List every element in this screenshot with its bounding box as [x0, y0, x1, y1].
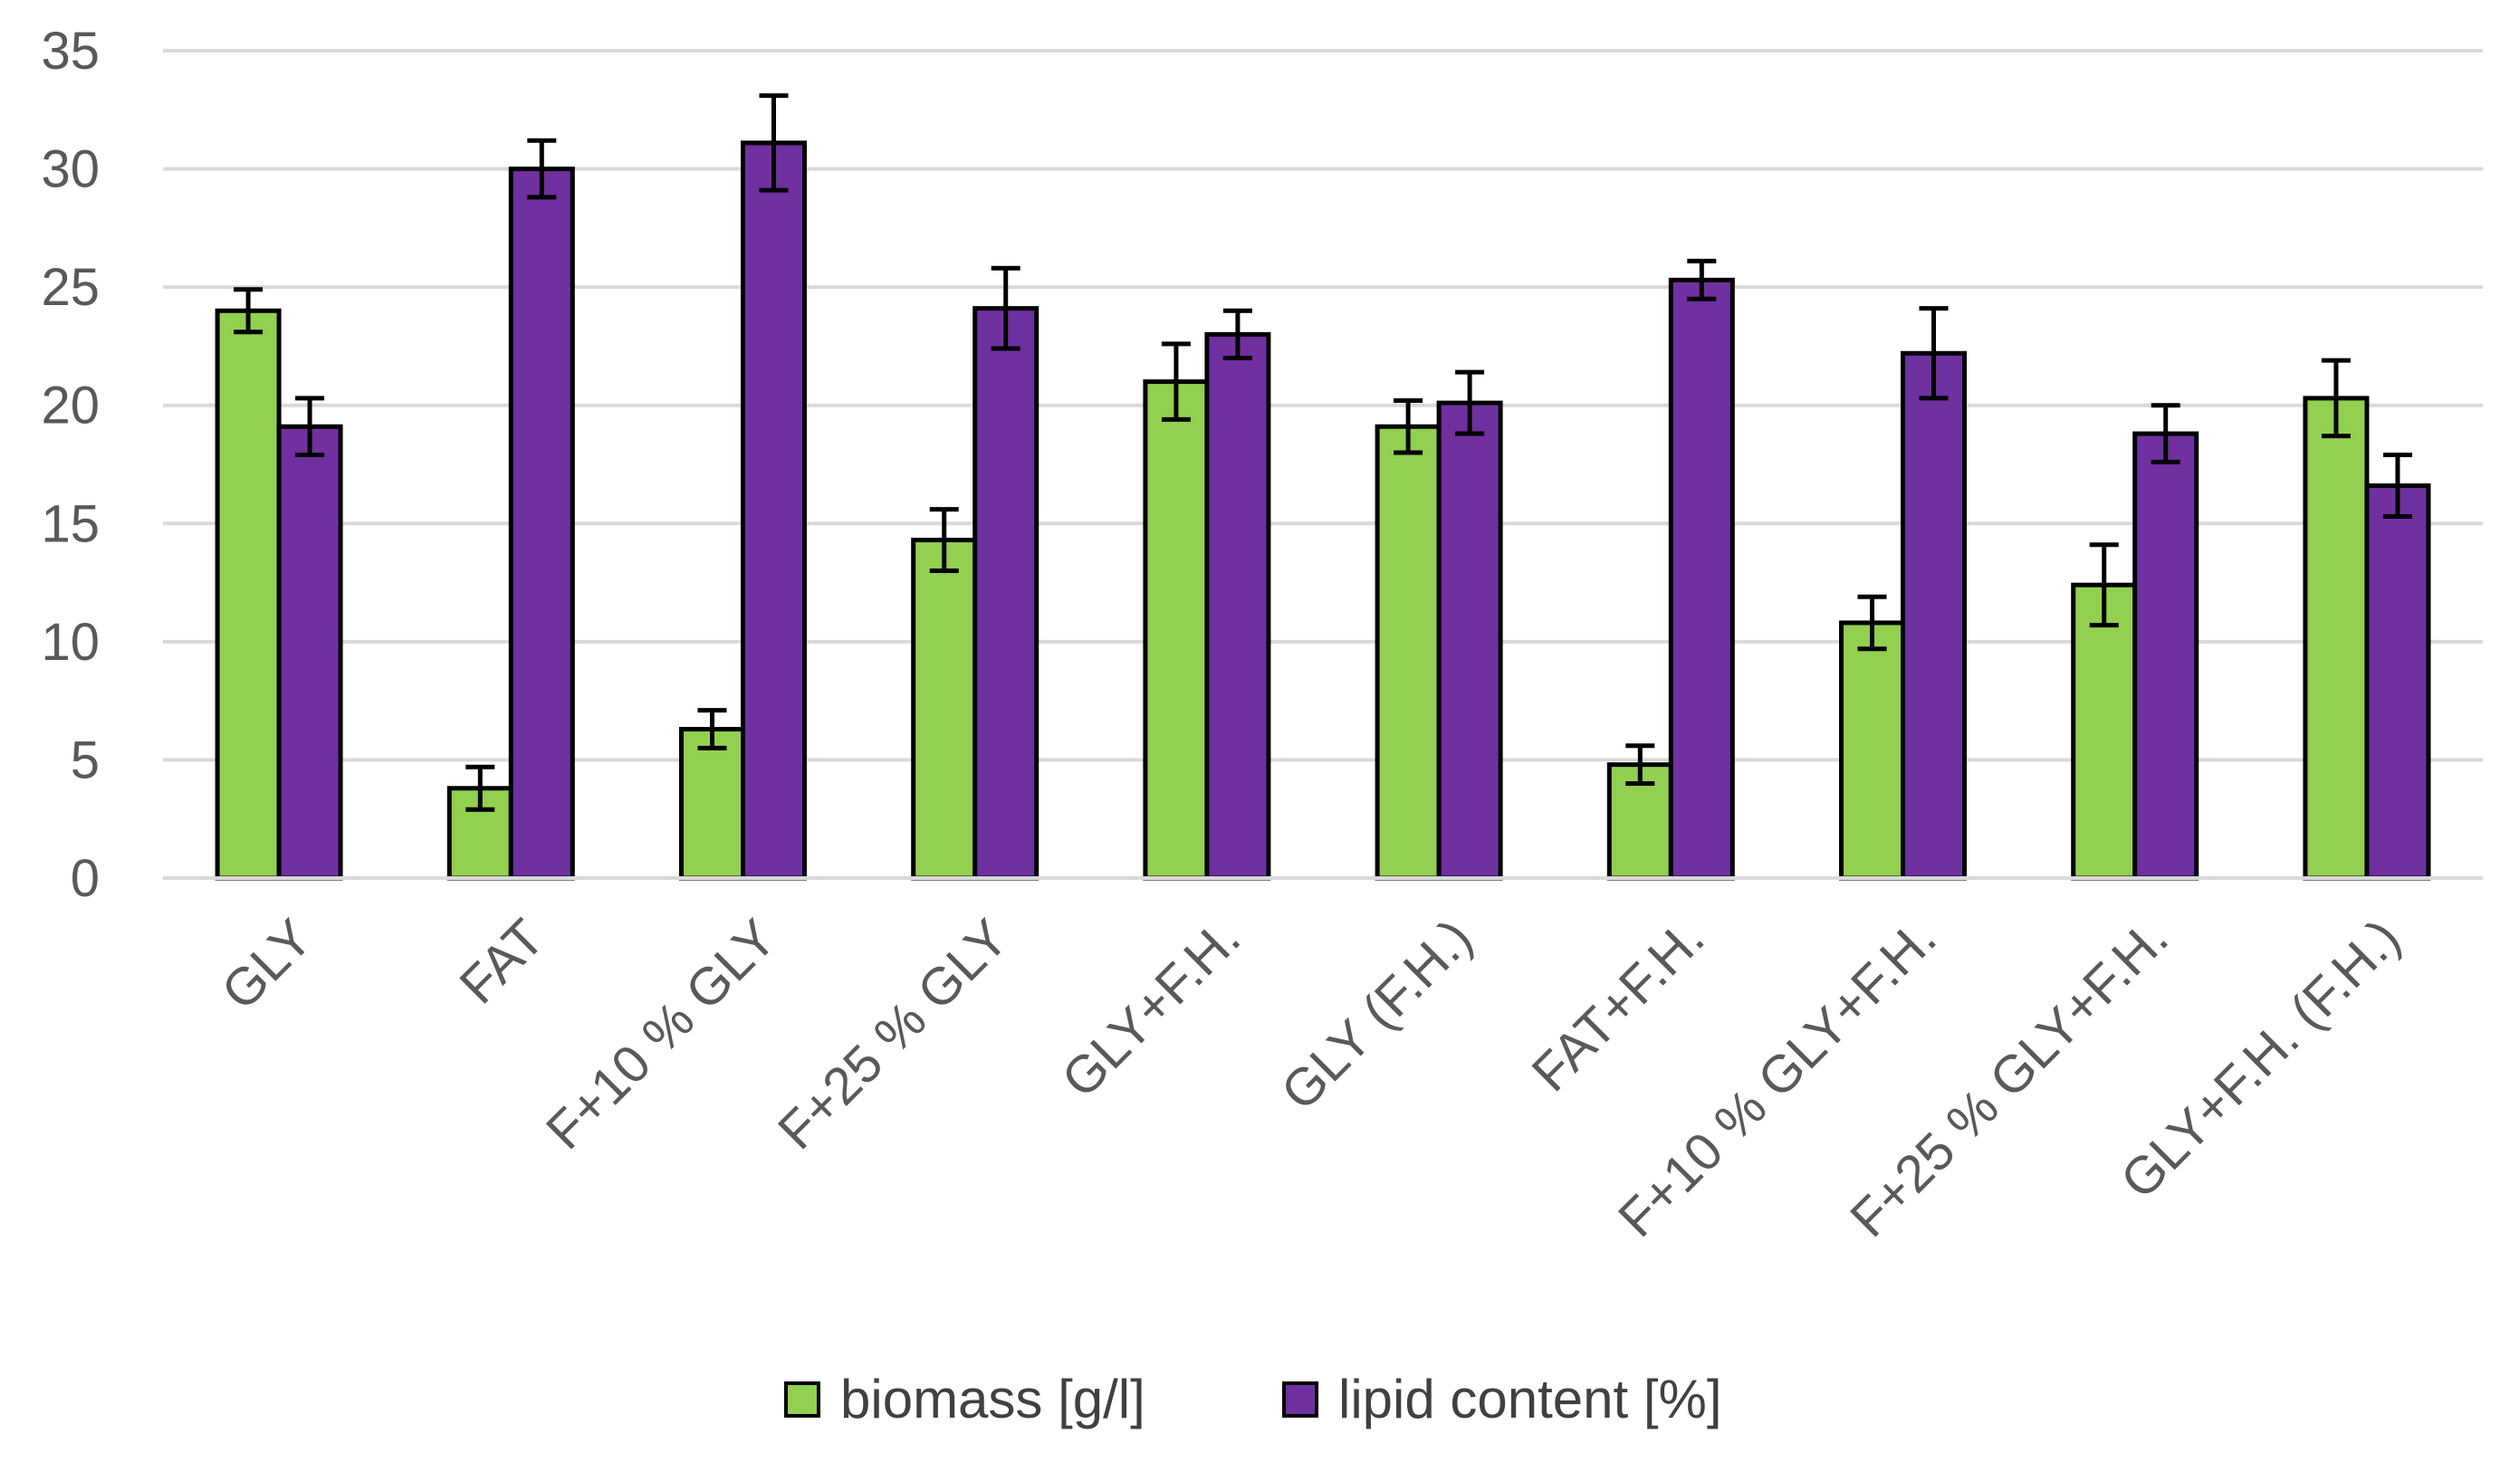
x-category-label: FAT	[448, 908, 555, 1015]
bar-s1-9	[2364, 483, 2431, 881]
error-bar-s0-2	[697, 708, 727, 750]
x-category-label: F+25 % GLY	[767, 908, 1020, 1161]
error-bar-s1-3	[991, 265, 1020, 351]
bar-s1-4	[1204, 331, 1271, 881]
x-category-label: GLY+F.H.	[1050, 908, 1251, 1109]
bar-s1-0	[276, 424, 343, 881]
error-bar-s1-9	[2382, 453, 2412, 519]
bar-s1-8	[2132, 431, 2199, 881]
x-category-label: GLY (F.H.)	[1270, 908, 1483, 1122]
bar-s0-8	[2071, 582, 2138, 881]
legend-label-lipid: lipid content [%]	[1338, 1369, 1722, 1429]
error-bar-s0-0	[234, 287, 263, 335]
error-bar-s0-7	[1857, 594, 1887, 652]
x-category-label: GLY	[210, 908, 323, 1021]
bar-s0-4	[1143, 379, 1210, 881]
error-bar-s1-8	[2151, 403, 2180, 464]
bar-s0-7	[1839, 620, 1905, 881]
bar-s1-1	[508, 167, 575, 881]
error-bar-s1-2	[759, 93, 789, 193]
bar-s1-7	[1901, 350, 1967, 881]
error-bar-s0-1	[465, 764, 495, 812]
y-tick-label: 30	[41, 140, 100, 199]
legend-label-biomass: biomass [g/l]	[840, 1369, 1145, 1429]
y-tick-label: 15	[41, 494, 100, 553]
y-tick-label: 35	[41, 22, 100, 81]
x-category-label: FAT+F.H.	[1521, 908, 1716, 1103]
bar-s1-2	[741, 140, 807, 881]
y-tick-label: 5	[71, 731, 100, 789]
error-bar-s0-8	[2089, 542, 2119, 628]
bar-s1-3	[973, 306, 1040, 881]
error-bar-s0-3	[929, 507, 959, 574]
error-bar-s1-7	[1919, 306, 1949, 401]
bar-s0-5	[1375, 424, 1442, 881]
y-axis-ticks: 0 5 10 15 20 25 30 35	[41, 22, 100, 908]
error-bar-s0-6	[1625, 743, 1655, 787]
error-bar-s1-5	[1455, 369, 1485, 436]
error-bar-s1-1	[527, 138, 557, 200]
bar-s1-6	[1668, 277, 1735, 881]
error-bars	[234, 93, 2412, 812]
legend: biomass [g/l] lipid content [%]	[784, 1369, 1722, 1429]
error-bar-s1-4	[1222, 308, 1252, 360]
error-bar-s0-9	[2321, 358, 2351, 439]
error-bar-s0-4	[1161, 341, 1191, 422]
legend-swatch-lipid	[1282, 1381, 1318, 1418]
y-tick-label: 0	[71, 849, 100, 908]
error-bar-s1-6	[1687, 258, 1717, 301]
bar-s0-0	[215, 308, 282, 881]
bar-s0-9	[2303, 396, 2370, 881]
x-category-label: F+10 % GLY	[535, 908, 788, 1161]
y-tick-label: 20	[41, 377, 100, 435]
legend-swatch-biomass	[784, 1381, 820, 1418]
bars	[163, 140, 2483, 881]
y-tick-label: 25	[41, 258, 100, 317]
y-tick-label: 10	[41, 613, 100, 672]
bar-s0-2	[679, 726, 745, 881]
bar-s1-5	[1436, 400, 1503, 881]
bar-s0-3	[911, 538, 978, 881]
error-bar-s0-5	[1394, 397, 1423, 455]
error-bar-s1-0	[295, 396, 325, 458]
